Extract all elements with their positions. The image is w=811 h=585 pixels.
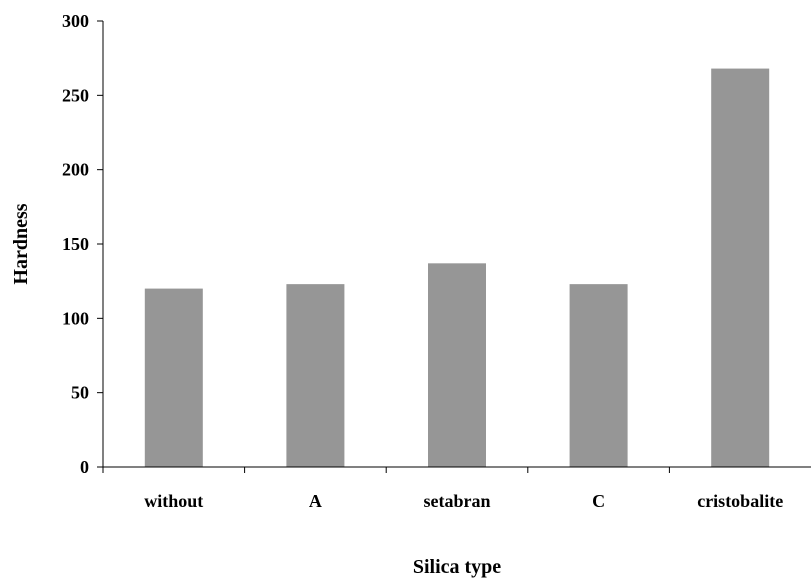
bar-C: [569, 284, 628, 467]
bar-setabran: [428, 263, 486, 467]
bar-A: [286, 284, 345, 467]
x-tick-label: setabran: [424, 491, 491, 511]
y-tick-label: 0: [80, 457, 89, 477]
y-tick-label: 100: [62, 308, 89, 328]
y-tick-label: 300: [62, 11, 89, 31]
y-tick-label: 200: [62, 160, 89, 180]
y-tick-label: 250: [62, 85, 89, 105]
x-axis-title: Silica type: [413, 556, 501, 578]
y-axis-ticks: 0 50 100 150 200 250 300: [62, 11, 103, 477]
bar-cristobalite: [711, 68, 770, 467]
y-tick-label: 50: [71, 383, 89, 403]
bars: [144, 68, 770, 467]
x-tick-label: without: [144, 491, 203, 511]
y-tick-label: 150: [62, 234, 89, 254]
x-tick-label: A: [309, 491, 322, 511]
y-axis-title: Hardness: [10, 203, 32, 284]
x-tick-label: C: [592, 491, 605, 511]
bar-without: [144, 288, 203, 467]
x-tick-label: cristobalite: [697, 491, 783, 511]
